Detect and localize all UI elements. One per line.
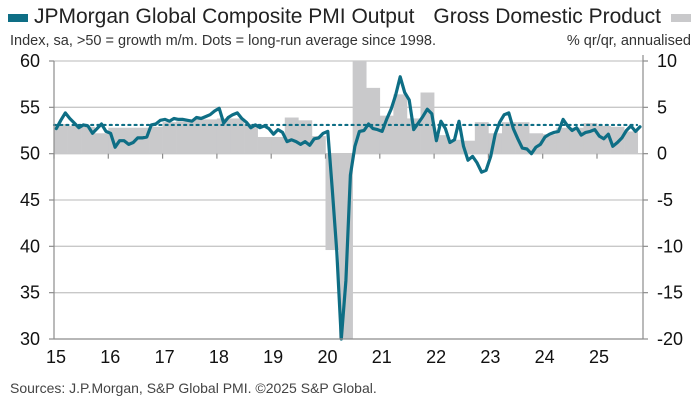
gdp-bar: [366, 87, 381, 154]
x-axis-label: 25: [589, 347, 609, 367]
right-axis-label: -15: [657, 283, 683, 303]
pmi-legend-swatch: [8, 14, 28, 22]
left-axis-subtitle: Index, sa, >50 = growth m/m. Dots = long…: [10, 33, 436, 49]
left-axis-label: 30: [20, 329, 40, 349]
gdp-bar: [583, 123, 598, 154]
gdp-bar: [393, 94, 408, 154]
gdp-bar: [542, 134, 557, 154]
right-axis-label: -5: [657, 190, 673, 210]
x-axis-label: 21: [372, 347, 392, 367]
gdp-bar: [352, 61, 367, 154]
gdp-bar: [474, 122, 489, 154]
gdp-bar: [624, 131, 639, 154]
x-axis-label: 15: [46, 347, 66, 367]
right-axis-label: -20: [657, 329, 683, 349]
x-axis-label: 24: [535, 347, 555, 367]
gdp-bar: [54, 124, 68, 154]
gdp-bar: [121, 127, 136, 154]
axes: [49, 55, 648, 340]
left-axis-label: 55: [20, 97, 40, 117]
gdp-bar: [189, 119, 204, 154]
gdp-bar: [420, 92, 435, 154]
gdp-bar: [271, 136, 286, 154]
gdp-bar: [311, 136, 326, 154]
pmi-line: [54, 75, 642, 341]
gdp-bar: [529, 133, 543, 154]
right-axis-label: 10: [657, 51, 677, 71]
gdp-bar: [216, 118, 231, 154]
left-axis-label: 45: [20, 190, 40, 210]
tick-labels: 30 35 40 45 50 55 60 -20 -15 -10 -5 0 5 10 15 16 17 18 19 2…: [20, 51, 683, 367]
pmi-legend-title: JPMorgan Global Composite PMI Output: [34, 5, 415, 28]
pmi-line-group: [54, 75, 642, 341]
gdp-bar: [406, 118, 421, 154]
gdp-bar: [515, 122, 530, 154]
x-axis-label: 18: [209, 347, 229, 367]
right-axis-label: 5: [657, 97, 667, 117]
gdp-bar: [149, 126, 163, 154]
gdp-bar: [284, 117, 299, 154]
gdp-bar: [94, 133, 109, 154]
gdp-bar: [230, 118, 245, 154]
left-axis-label: 35: [20, 283, 40, 303]
x-axis-label: 17: [155, 347, 175, 367]
gdp-bar: [257, 136, 272, 154]
chart-header: JPMorgan Global Composite PMI Output Gro…: [8, 5, 691, 31]
gdp-bar: [203, 119, 218, 154]
source-note: Sources: J.P.Morgan, S&P Global PMI. ©20…: [10, 380, 377, 396]
gdp-bar: [135, 127, 150, 154]
gdp-bar: [244, 124, 258, 154]
right-axis-label: 0: [657, 144, 667, 164]
x-axis-label: 23: [480, 347, 500, 367]
x-axis-label: 19: [263, 347, 283, 367]
gdp-bar: [176, 121, 191, 154]
gdp-bar: [162, 122, 177, 154]
left-axis-label: 50: [20, 144, 40, 164]
gdp-legend-title: Gross Domestic Product: [433, 5, 661, 28]
gdp-bar: [556, 127, 571, 154]
x-axis-label: 16: [100, 347, 120, 367]
left-axis-label: 40: [20, 236, 40, 256]
gdp-legend-swatch: [671, 14, 691, 22]
left-axis-label: 60: [20, 51, 40, 71]
x-axis-label: 20: [317, 347, 337, 367]
right-axis-label: -10: [657, 236, 683, 256]
gdp-bar: [67, 125, 82, 154]
x-axis-label: 22: [426, 347, 446, 367]
right-axis-subtitle: % qr/qr, annualised: [566, 33, 691, 49]
